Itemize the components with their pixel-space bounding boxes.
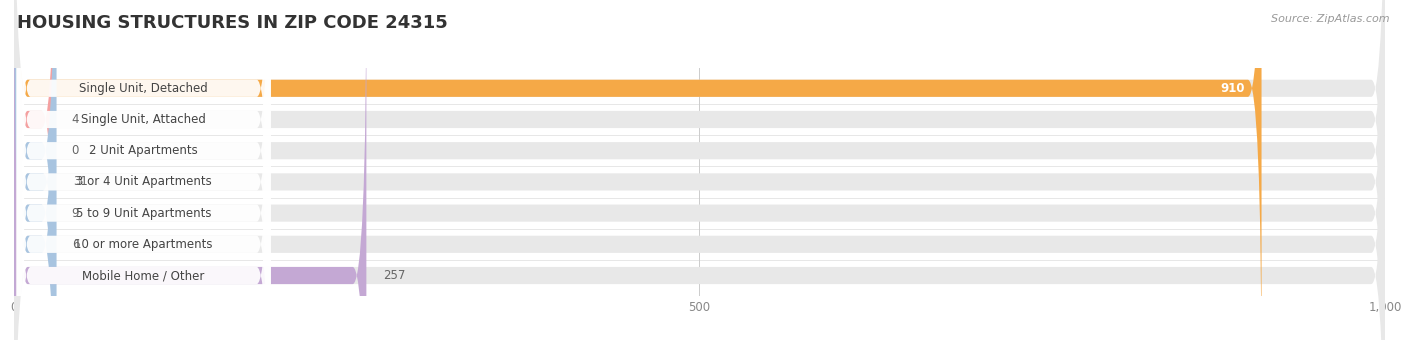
FancyBboxPatch shape [17,0,270,340]
Text: 257: 257 [382,269,405,282]
Text: 3 or 4 Unit Apartments: 3 or 4 Unit Apartments [76,175,211,188]
Text: Source: ZipAtlas.com: Source: ZipAtlas.com [1271,14,1389,23]
FancyBboxPatch shape [14,0,55,340]
Text: 0: 0 [72,144,79,157]
FancyBboxPatch shape [14,0,1385,340]
Text: 9: 9 [72,207,79,220]
Text: 10 or more Apartments: 10 or more Apartments [75,238,212,251]
FancyBboxPatch shape [14,0,1385,340]
FancyBboxPatch shape [17,0,270,340]
FancyBboxPatch shape [17,0,270,340]
FancyBboxPatch shape [14,0,55,340]
FancyBboxPatch shape [14,0,1385,340]
Text: 6: 6 [72,238,79,251]
FancyBboxPatch shape [14,0,56,340]
FancyBboxPatch shape [14,0,1261,340]
Text: 31: 31 [73,175,89,188]
Text: Mobile Home / Other: Mobile Home / Other [83,269,205,282]
FancyBboxPatch shape [14,0,1385,340]
FancyBboxPatch shape [14,0,1385,340]
FancyBboxPatch shape [17,0,270,340]
Text: Single Unit, Detached: Single Unit, Detached [79,82,208,95]
Text: HOUSING STRUCTURES IN ZIP CODE 24315: HOUSING STRUCTURES IN ZIP CODE 24315 [17,14,447,32]
Text: 4: 4 [72,113,79,126]
FancyBboxPatch shape [14,0,1385,340]
FancyBboxPatch shape [14,0,55,340]
Text: 5 to 9 Unit Apartments: 5 to 9 Unit Apartments [76,207,211,220]
Text: 910: 910 [1220,82,1246,95]
FancyBboxPatch shape [17,0,270,340]
FancyBboxPatch shape [17,0,270,340]
FancyBboxPatch shape [17,0,270,340]
FancyBboxPatch shape [14,0,1385,340]
FancyBboxPatch shape [14,0,367,340]
Text: Single Unit, Attached: Single Unit, Attached [82,113,207,126]
FancyBboxPatch shape [14,0,55,340]
Text: 2 Unit Apartments: 2 Unit Apartments [89,144,198,157]
